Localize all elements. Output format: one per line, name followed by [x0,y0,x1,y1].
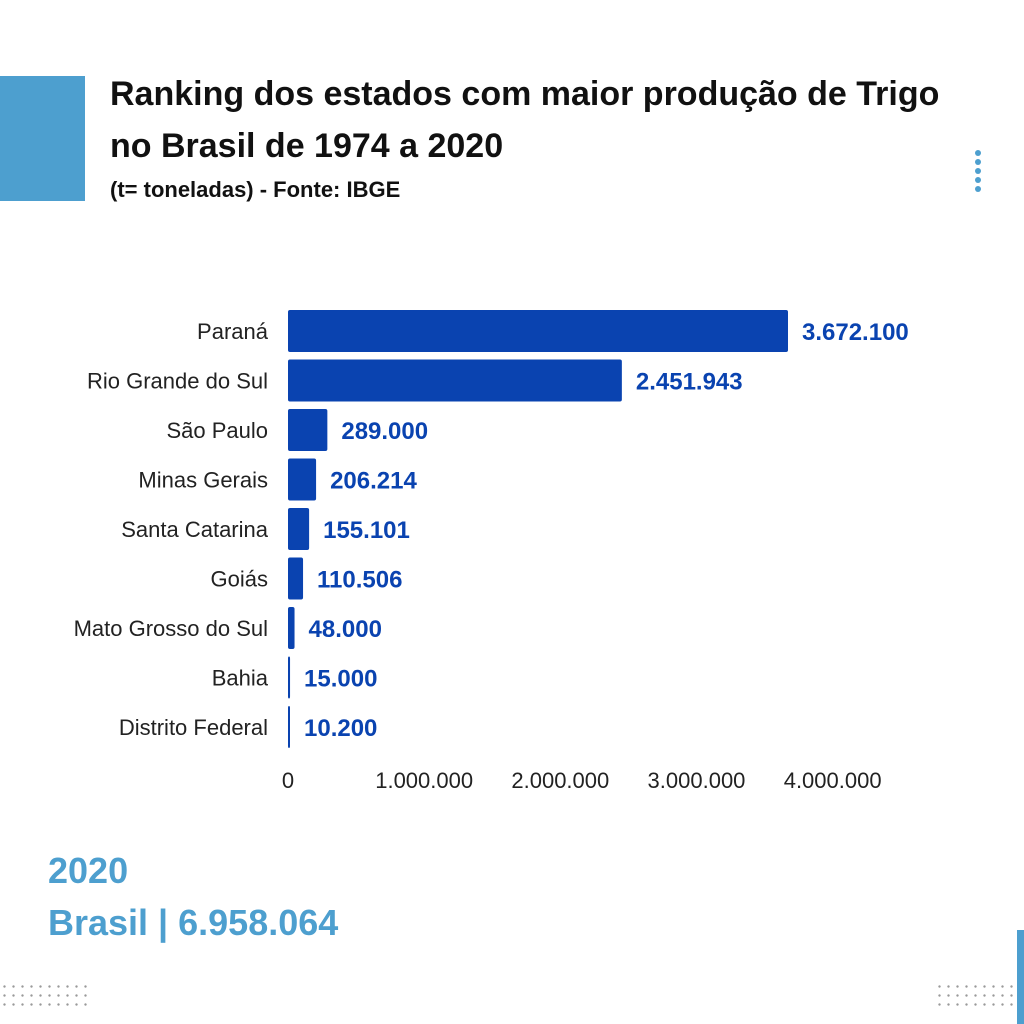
value-label: 15.000 [304,666,377,693]
value-label: 48.000 [309,616,382,643]
bar [288,706,290,748]
x-tick-label: 3.000.000 [648,768,746,793]
bar [288,458,317,501]
chart-title: Ranking dos estados com maior produção d… [110,75,940,165]
bar [288,409,328,451]
value-label: 289.000 [341,418,428,445]
footer-total: Brasil | 6.958.064 [48,902,339,943]
category-label: Distrito Federal [119,715,268,740]
category-label: Paraná [197,319,269,344]
dot-grid-decoration-left [0,982,90,1012]
category-label: Santa Catarina [121,517,269,542]
dot-grid-decoration-right [935,982,1024,1012]
value-label: 3.672.100 [802,319,909,346]
footer-year: 2020 [48,850,129,891]
category-label: Bahia [212,666,269,691]
edge-accent-bar [1017,930,1024,1024]
category-label: São Paulo [166,418,268,443]
x-tick-label: 4.000.000 [784,768,882,793]
x-tick-label: 2.000.000 [511,768,609,793]
bar [288,607,295,649]
bar [288,310,788,352]
bar [288,359,622,402]
value-label: 206.214 [330,468,417,495]
bar [288,508,310,550]
category-label: Rio Grande do Sul [87,369,268,394]
bar-chart: Paraná 3.672.100 Rio Grande do Sul 2.451.94… [74,310,909,793]
value-label: 110.506 [317,567,402,594]
accent-block [0,76,85,201]
bar [288,656,291,699]
x-tick-label: 1.000.000 [375,768,473,793]
category-label: Minas Gerais [138,468,268,493]
value-label: 155.101 [323,517,410,544]
bar [288,557,304,600]
vertical-dots-decoration [975,150,983,195]
category-label: Mato Grosso do Sul [74,616,268,641]
category-label: Goiás [211,567,268,592]
value-label: 2.451.943 [636,369,743,396]
chart-subtitle: (t= toneladas) - Fonte: IBGE [110,177,401,202]
value-label: 10.200 [304,715,377,742]
x-tick-label: 0 [282,768,294,793]
